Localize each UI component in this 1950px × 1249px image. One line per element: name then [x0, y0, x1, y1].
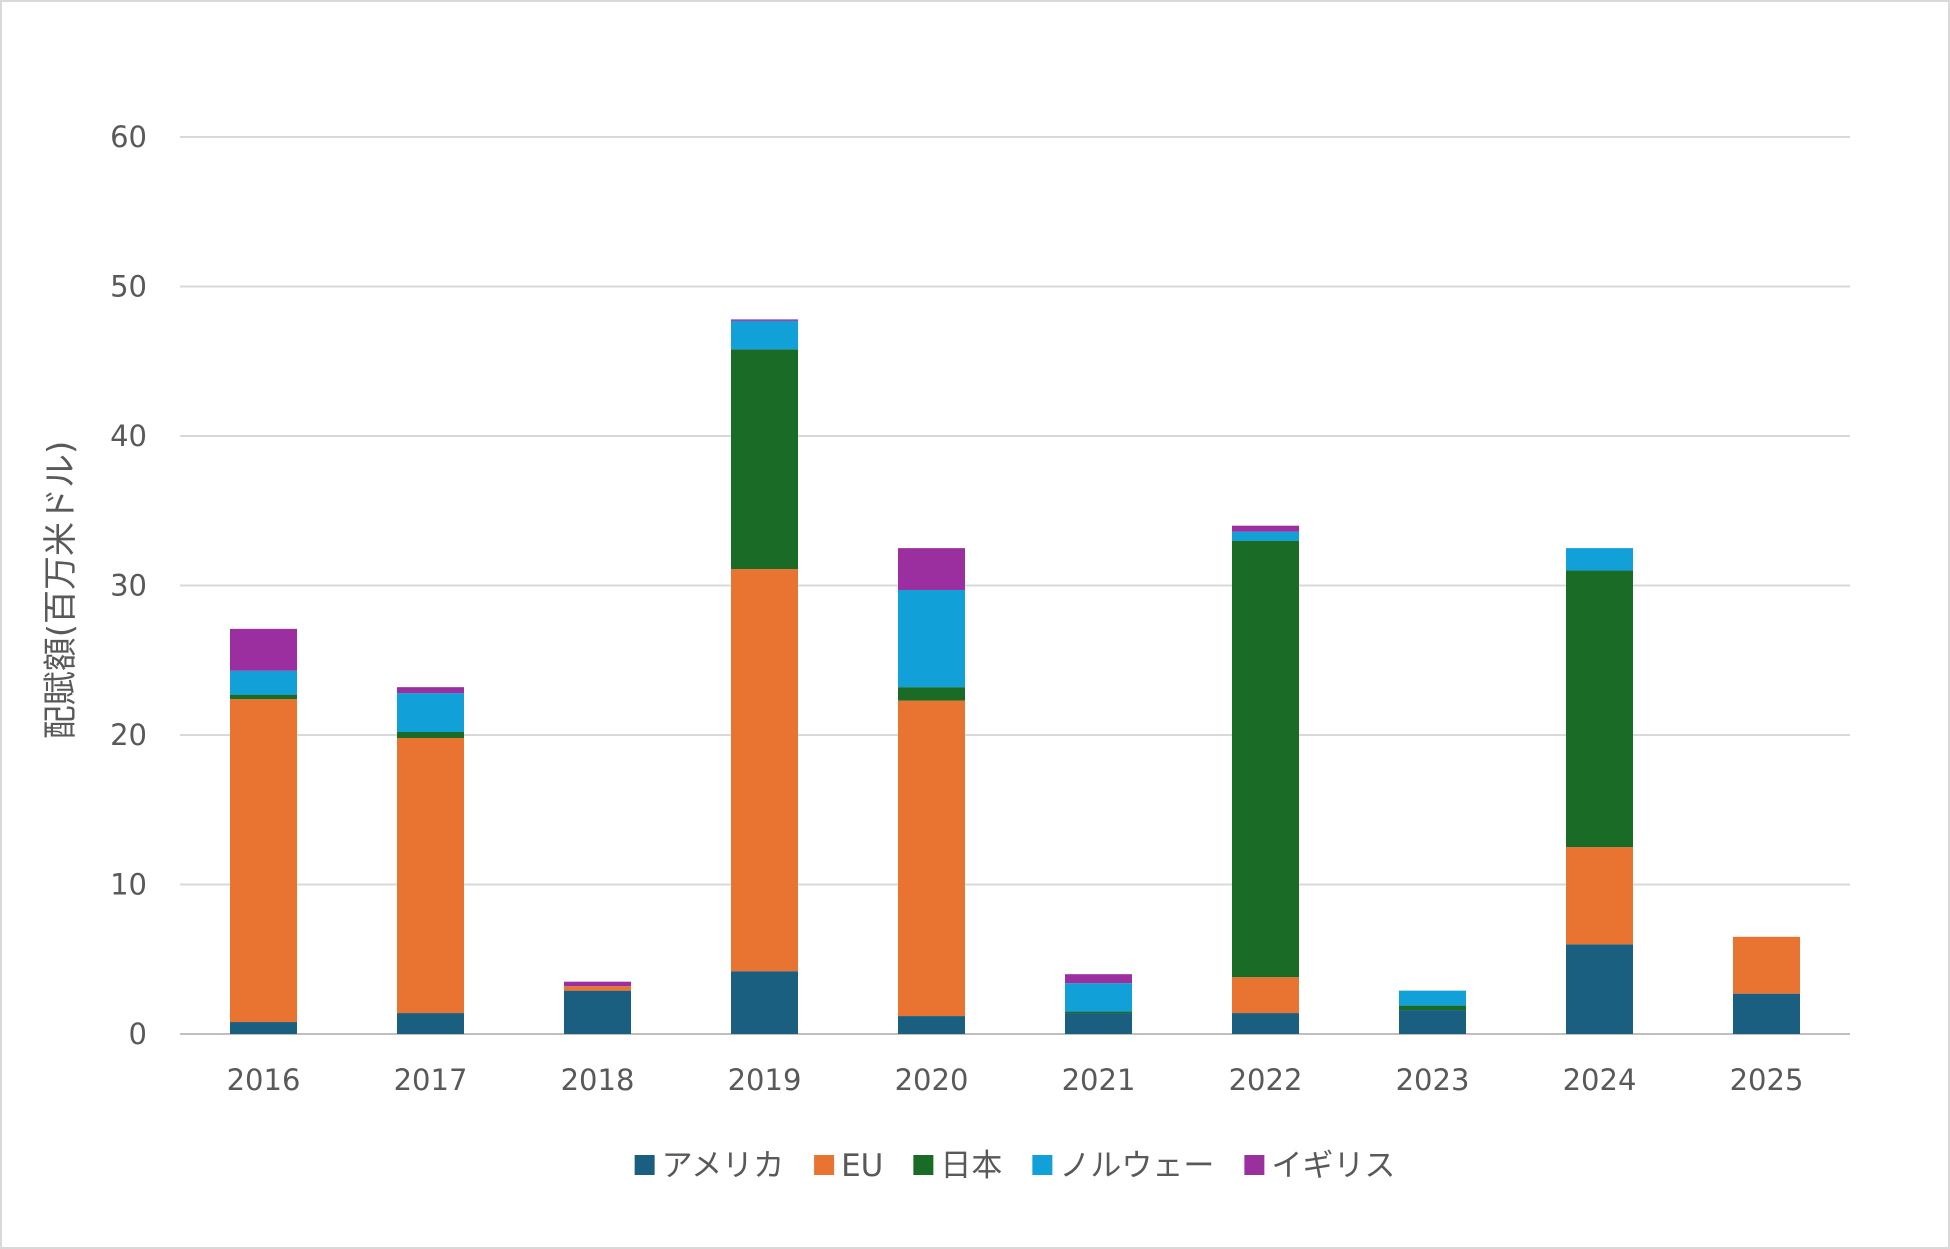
- legend-item: アメリカ: [634, 1148, 784, 1184]
- bar-segment: [230, 670, 297, 695]
- x-tick-label: 2020: [895, 1063, 969, 1097]
- bars: [230, 319, 1800, 1034]
- y-tick-label: 0: [129, 1017, 147, 1051]
- bar-segment: [898, 700, 965, 1017]
- bar-segment: [1065, 1011, 1132, 1014]
- bar-segment: [564, 986, 631, 991]
- bar-segment: [1566, 944, 1633, 1034]
- y-tick-label: 20: [110, 718, 147, 752]
- bar-segment: [898, 687, 965, 701]
- y-tick-label: 60: [110, 120, 147, 154]
- bar-segment: [1065, 974, 1132, 984]
- y-tick-label: 40: [110, 419, 147, 453]
- legend-label: ノルウェー: [1059, 1148, 1214, 1184]
- y-tick-label: 50: [110, 270, 147, 304]
- y-axis-ticks: 0 10 20 30 40 50 60: [110, 120, 147, 1051]
- bar-segment: [731, 320, 798, 350]
- legend-label: 日本: [940, 1148, 1002, 1184]
- bar-segment: [1733, 993, 1800, 1034]
- x-axis-ticks: 2016 2017 2018 2019 2020 2021 2022 2023 2024 2025: [227, 1063, 1804, 1097]
- bar-segment: [1399, 1010, 1466, 1034]
- legend-swatch: [1032, 1155, 1053, 1175]
- bar-segment: [397, 737, 464, 1014]
- legend: アメリカ EU 日本 ノルウェー イギリス: [634, 1148, 1395, 1184]
- bar-segment: [1566, 847, 1633, 945]
- bar-segment: [397, 693, 464, 733]
- bar-segment: [1065, 983, 1132, 1012]
- y-tick-label: 10: [110, 868, 147, 902]
- bar-segment: [731, 319, 798, 321]
- x-tick-label: 2025: [1730, 1063, 1804, 1097]
- y-axis-label: 配賦額(百万米ドル): [41, 441, 81, 740]
- x-tick-label: 2021: [1062, 1063, 1136, 1097]
- bar-segment: [1232, 525, 1299, 532]
- legend-item: EU: [814, 1148, 883, 1184]
- bar-segment: [397, 687, 464, 694]
- bar-segment: [230, 694, 297, 700]
- legend-label: EU: [841, 1148, 883, 1184]
- bar-segment: [1232, 977, 1299, 1014]
- legend-swatch: [1244, 1155, 1265, 1175]
- legend-label: アメリカ: [662, 1148, 784, 1184]
- bar-segment: [1566, 570, 1633, 848]
- bar-segment: [1399, 990, 1466, 1006]
- y-tick-label: 30: [110, 569, 147, 603]
- x-tick-label: 2022: [1229, 1063, 1303, 1097]
- bar-segment: [1232, 540, 1299, 978]
- x-tick-label: 2017: [394, 1063, 468, 1097]
- x-tick-label: 2024: [1563, 1063, 1637, 1097]
- bar-segment: [731, 971, 798, 1034]
- x-tick-label: 2016: [227, 1063, 301, 1097]
- legend-swatch: [913, 1155, 934, 1175]
- bar-segment: [731, 569, 798, 972]
- bar-segment: [397, 1013, 464, 1034]
- legend-item: 日本: [913, 1148, 1002, 1184]
- legend-swatch: [814, 1155, 835, 1175]
- bar-segment: [564, 981, 631, 987]
- bar-segment: [230, 699, 297, 1023]
- bar-segment: [1399, 1005, 1466, 1011]
- bar-segment: [898, 1016, 965, 1034]
- bar-segment: [230, 1022, 297, 1034]
- bar-segment: [397, 732, 464, 738]
- bar-segment: [1566, 548, 1633, 571]
- bar-segment: [564, 990, 631, 1034]
- legend-item: ノルウェー: [1032, 1148, 1214, 1184]
- bar-segment: [1733, 936, 1800, 994]
- bar-segment: [731, 349, 798, 570]
- legend-label: イギリス: [1271, 1148, 1395, 1184]
- bar-segment: [898, 548, 965, 590]
- bar-segment: [1065, 1013, 1132, 1034]
- x-tick-label: 2023: [1396, 1063, 1470, 1097]
- legend-swatch: [634, 1155, 655, 1175]
- bar-segment: [1232, 1013, 1299, 1034]
- bar-segment: [230, 628, 297, 671]
- bar-segment: [1232, 531, 1299, 541]
- x-tick-label: 2018: [561, 1063, 635, 1097]
- bar-segment: [898, 589, 965, 688]
- legend-item: イギリス: [1244, 1148, 1395, 1184]
- x-tick-label: 2019: [728, 1063, 802, 1097]
